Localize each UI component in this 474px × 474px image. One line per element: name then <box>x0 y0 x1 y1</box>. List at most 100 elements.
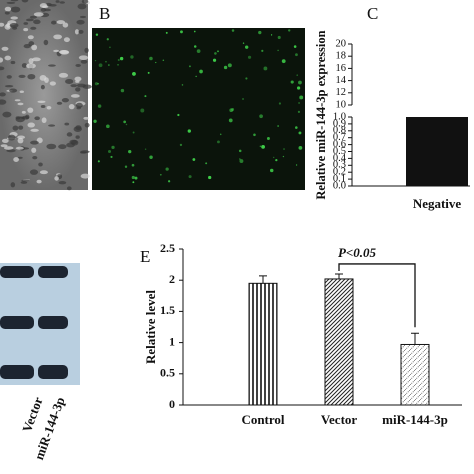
cell <box>61 97 69 103</box>
spot <box>217 50 219 53</box>
cell <box>14 99 21 102</box>
cell <box>39 3 48 8</box>
cell <box>23 43 31 49</box>
cell <box>0 57 4 63</box>
spot <box>144 95 147 98</box>
cell <box>64 122 70 126</box>
spot <box>124 165 128 168</box>
cell <box>23 28 29 32</box>
cell <box>83 116 89 120</box>
spot <box>132 72 136 76</box>
cell <box>6 149 16 153</box>
spot <box>105 60 107 63</box>
spot <box>193 45 197 48</box>
cell <box>17 135 26 140</box>
y-tick-label: 10 <box>336 99 347 110</box>
spot <box>165 167 169 171</box>
spot <box>298 131 302 135</box>
y-tick-label: 1.0 <box>333 111 346 122</box>
y-tick-label: 2 <box>169 272 175 286</box>
cell <box>0 92 6 97</box>
cell <box>18 74 26 79</box>
blot-bands <box>0 266 68 379</box>
spot <box>193 30 196 33</box>
cell <box>23 22 29 25</box>
spot <box>266 137 270 141</box>
cell <box>21 0 29 3</box>
spot <box>123 120 127 124</box>
cell <box>3 146 14 150</box>
cell <box>27 35 34 40</box>
spot <box>217 140 220 144</box>
y-tick-label: 1.5 <box>160 303 175 317</box>
cell <box>73 126 82 132</box>
spot <box>297 110 301 113</box>
spot <box>97 82 99 85</box>
cell <box>31 57 41 62</box>
cell <box>39 75 47 81</box>
bar <box>400 343 430 406</box>
spot <box>261 49 264 52</box>
panel-label: B <box>99 4 110 23</box>
spot <box>149 155 153 159</box>
spot <box>199 69 203 74</box>
spot <box>106 38 109 41</box>
cell <box>19 90 25 94</box>
cell <box>76 83 86 88</box>
cell <box>56 20 65 25</box>
error-bar <box>259 275 267 284</box>
cell <box>30 26 37 30</box>
y-tick-label: 0.5 <box>333 146 346 157</box>
cell <box>31 147 37 153</box>
cell <box>40 105 46 109</box>
cell <box>17 156 23 159</box>
spot <box>277 125 279 127</box>
significance-bracket <box>338 263 416 328</box>
spot <box>147 71 150 74</box>
cell <box>40 7 47 12</box>
spot <box>205 162 208 165</box>
spot <box>149 56 153 61</box>
cell <box>34 116 40 121</box>
y-tick-label: 20 <box>336 38 347 49</box>
cell <box>10 60 16 65</box>
spot <box>253 133 256 137</box>
spot <box>97 104 102 108</box>
panel-label: E <box>140 247 150 266</box>
spot <box>131 163 135 167</box>
error-bar <box>335 273 343 279</box>
y-tick-label: 0.4 <box>333 153 347 164</box>
cell <box>44 8 51 12</box>
cell <box>63 37 70 43</box>
spot <box>94 82 99 86</box>
y-tick-label: 0.3 <box>333 160 346 171</box>
cell <box>78 29 84 34</box>
spot <box>231 29 235 32</box>
spot <box>223 65 228 70</box>
spot <box>282 155 285 158</box>
cell <box>38 162 43 167</box>
cell <box>4 6 12 12</box>
spot <box>131 175 135 180</box>
spot <box>159 173 162 176</box>
y-tick-label: 0 <box>169 397 175 411</box>
spot <box>290 80 294 84</box>
cell <box>74 76 82 82</box>
y-axis-label: Relative miR-144-3p expression <box>314 30 328 199</box>
spot <box>106 124 110 129</box>
spot <box>277 49 279 52</box>
spot <box>293 45 297 48</box>
y-tick-label: 1 <box>169 334 175 348</box>
spot <box>277 35 281 39</box>
y-tick-label: 14 <box>336 75 347 86</box>
cell <box>0 144 8 148</box>
cell <box>53 49 60 53</box>
cell <box>54 176 59 181</box>
bar <box>406 117 468 186</box>
spot <box>298 102 300 104</box>
spot <box>94 59 97 62</box>
cell <box>58 144 67 150</box>
spot <box>242 42 245 44</box>
cell <box>0 22 5 27</box>
